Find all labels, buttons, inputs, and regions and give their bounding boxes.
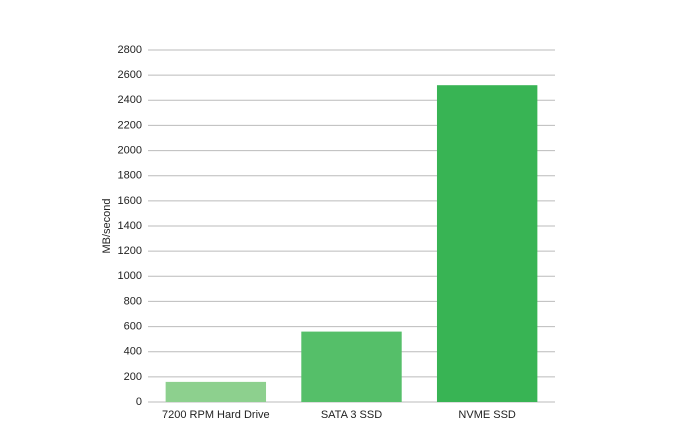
y-tick-label: 2800: [118, 44, 142, 56]
y-tick-label: 1800: [118, 170, 142, 182]
y-axis-label: MB/second: [101, 198, 113, 253]
y-tick-label: 2200: [118, 119, 142, 131]
y-tick-label: 2000: [118, 144, 142, 156]
x-tick-label: 7200 RPM Hard Drive: [162, 409, 270, 421]
y-tick-label: 2600: [118, 69, 142, 81]
y-tick-label: 800: [124, 295, 142, 307]
y-tick-label: 600: [124, 320, 142, 332]
y-tick-label: 0: [136, 396, 142, 408]
y-tick-label: 200: [124, 371, 142, 383]
y-tick-label: 1000: [118, 270, 142, 282]
y-tick-label: 400: [124, 346, 142, 358]
y-tick-label: 1200: [118, 245, 142, 257]
x-tick-label: NVME SSD: [458, 409, 516, 421]
bar: [436, 85, 538, 402]
y-tick-label: 1400: [118, 220, 142, 232]
bar: [301, 331, 402, 402]
bar: [165, 381, 267, 402]
x-tick-label: SATA 3 SSD: [321, 409, 382, 421]
y-tick-label: 1600: [118, 195, 142, 207]
y-tick-label: 2400: [118, 94, 142, 106]
